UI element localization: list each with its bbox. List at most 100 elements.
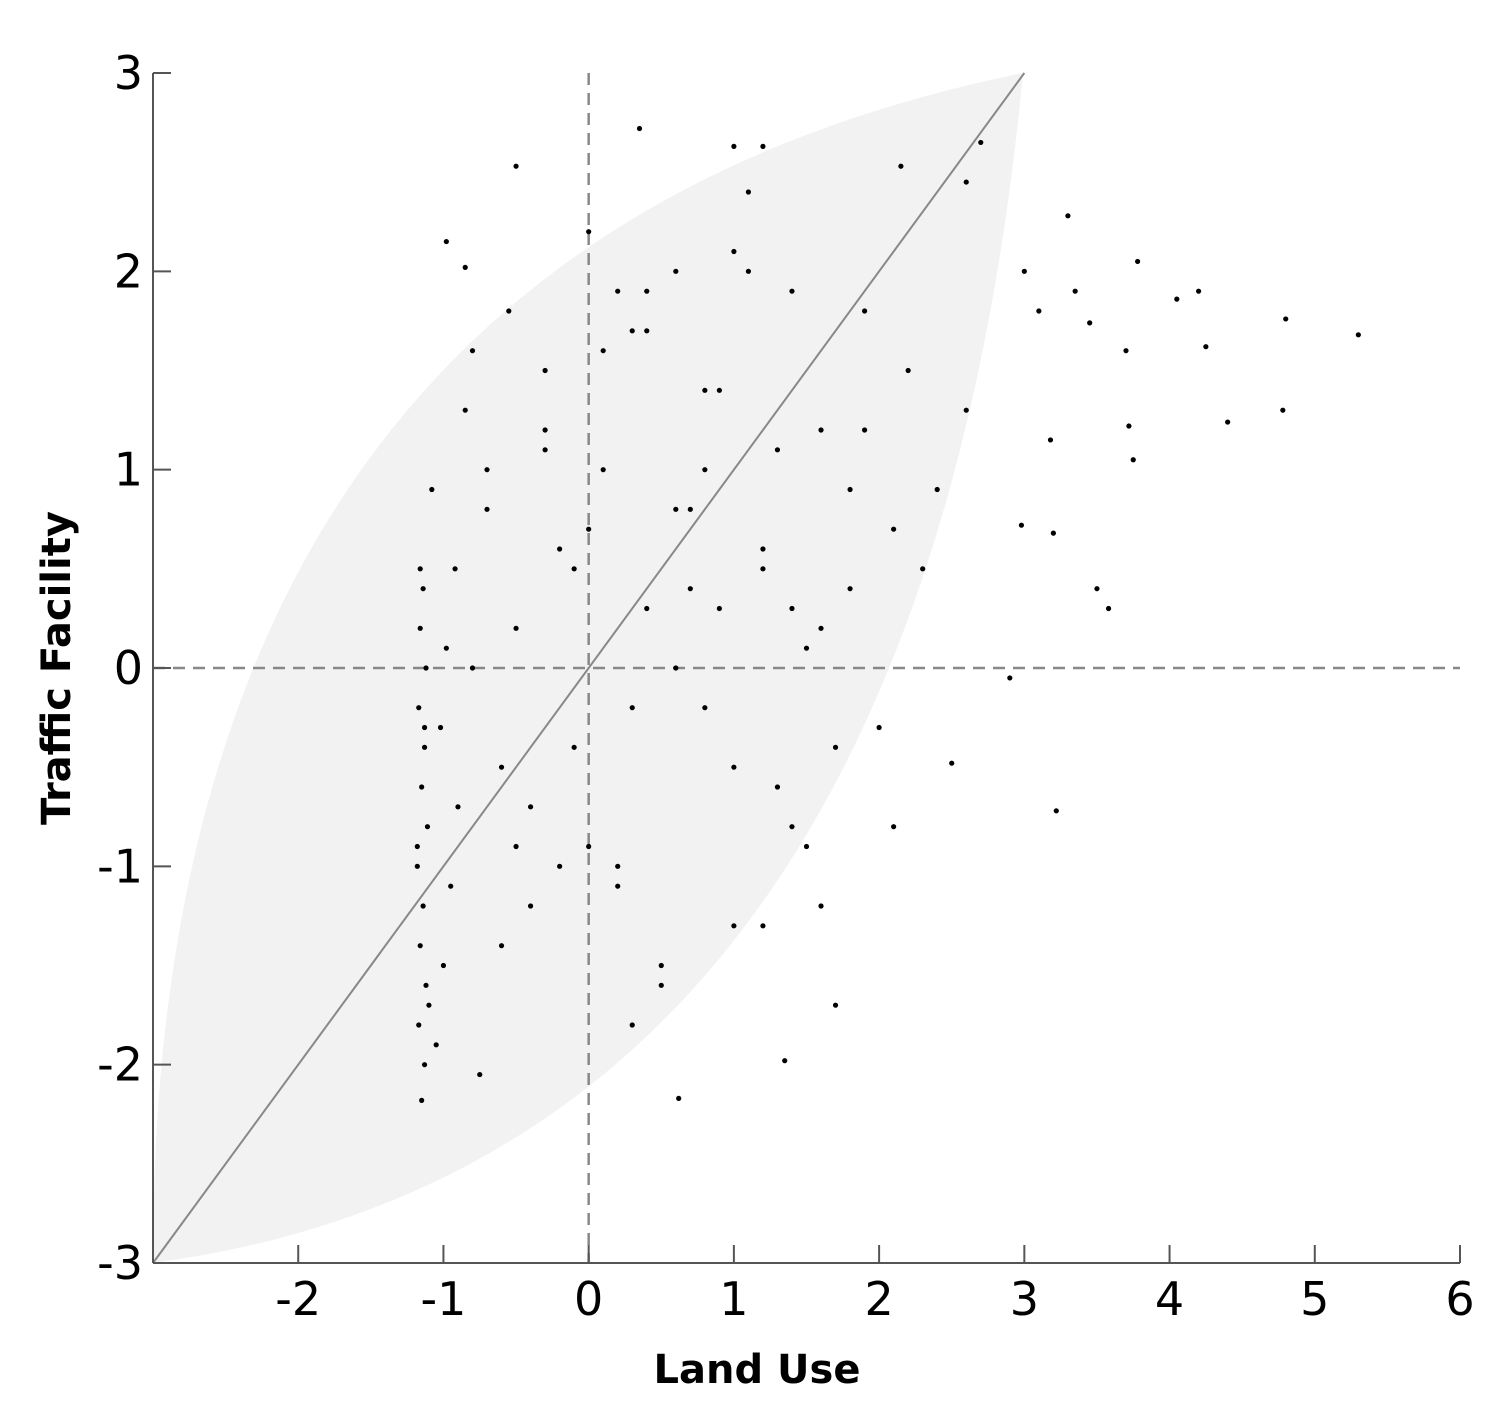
point [1050,530,1056,536]
point [760,546,766,552]
point [513,163,519,169]
point [774,784,781,790]
point [1203,344,1209,350]
point [1280,407,1286,413]
x-tick-label: 5 [1300,1272,1329,1326]
point [469,348,476,354]
x-tick-label: 2 [864,1272,893,1326]
point [469,665,476,671]
point [1196,288,1202,294]
point [803,645,810,651]
point [571,744,577,750]
y-tick-label: 1 [114,443,143,497]
point [1126,423,1132,429]
point [1355,332,1361,338]
point [557,863,563,869]
point [1065,213,1071,219]
point [498,943,505,949]
point [421,1062,428,1068]
point [527,903,534,909]
point [1283,316,1289,322]
point [1047,437,1054,443]
point [1072,288,1078,294]
point [542,427,548,433]
x-tick-label: -1 [421,1272,467,1326]
x-tick-label: 6 [1445,1272,1474,1326]
point [421,744,428,750]
point [847,586,853,592]
point [629,1022,635,1028]
point [934,486,940,493]
point [484,467,490,473]
y-tick-label: 3 [114,46,143,100]
point [716,605,722,612]
diagonal-line [152,72,1026,1264]
point [978,139,984,146]
point [891,526,897,532]
point [424,824,431,830]
point [423,982,429,988]
point [586,843,592,850]
point [676,1095,682,1101]
x-tick-label: 1 [719,1272,748,1326]
point [818,625,824,631]
point [416,1022,422,1028]
point [1087,320,1093,326]
point [629,705,635,711]
point [586,229,592,235]
point [731,143,737,149]
point [658,982,664,988]
point [542,367,548,374]
point [600,467,606,473]
point [861,308,868,314]
point [600,348,606,354]
point [420,586,426,592]
point [644,288,650,294]
point [462,264,468,270]
point [419,1097,425,1103]
point [760,566,766,572]
point [716,387,722,393]
point [1053,808,1059,814]
point [440,962,447,969]
point [1007,675,1013,681]
point [1021,268,1027,274]
point [789,824,795,830]
point [527,804,534,810]
point [426,1002,432,1008]
point [416,705,422,711]
y-tick-label: -2 [97,1038,143,1092]
x-tick-label: -2 [275,1272,321,1326]
point [789,288,795,294]
point [414,863,420,869]
point [417,943,423,949]
point [443,238,449,245]
point [861,427,868,433]
point [782,1058,788,1064]
point [745,268,752,274]
point [615,883,621,889]
point [498,764,505,770]
point [898,163,904,169]
point [644,605,650,612]
point [462,407,468,413]
point [702,387,708,393]
point [586,526,592,532]
point [1018,522,1025,528]
point [443,645,449,651]
point [1094,586,1100,592]
point [731,764,737,770]
y-tick-label: 0 [114,641,143,695]
point [636,125,643,132]
point [891,824,897,830]
x-axis-title: Land Use [654,1347,861,1393]
point [448,883,454,889]
point [513,625,519,631]
point [687,506,693,512]
point [731,248,737,255]
point [832,1002,839,1008]
point [429,486,435,493]
x-tick-label: 3 [1010,1272,1039,1326]
point [455,804,461,810]
